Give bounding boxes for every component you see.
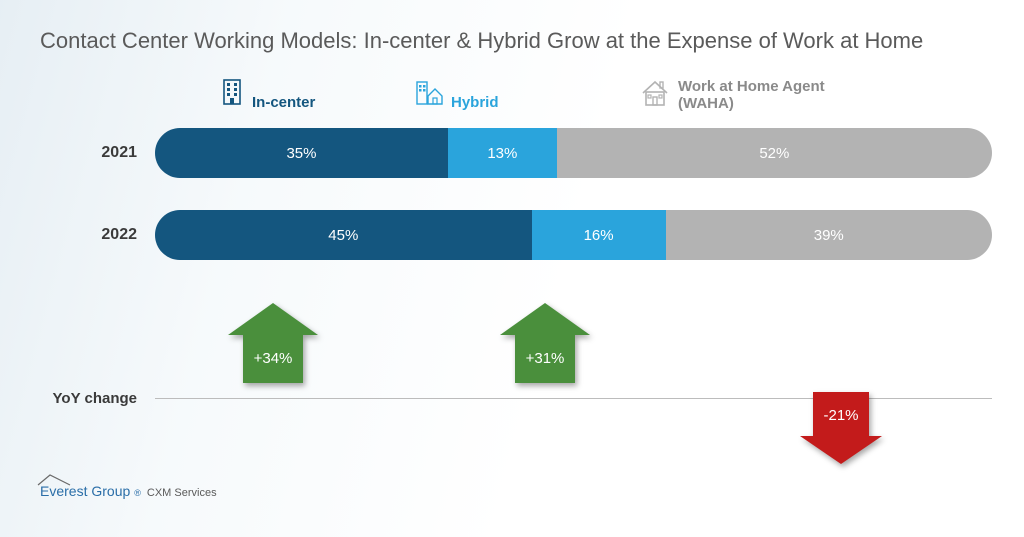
building-house-icon	[415, 78, 443, 111]
bar-segment-in-center: 35%	[155, 128, 448, 178]
year-label: 2021	[40, 144, 155, 162]
attribution: Everest Group ® CXM Services	[40, 483, 217, 499]
yoy-arrow-waha: -21%	[800, 392, 882, 464]
legend-in-center: In-center	[220, 78, 315, 111]
building-icon	[220, 78, 244, 111]
logo-roof-icon	[36, 473, 80, 492]
legend-waha: Work at Home Agent (WAHA)	[640, 78, 828, 113]
yoy-arrow-in-center: +34%	[228, 303, 318, 383]
bar-row-2021: 2021 35% 13% 52%	[40, 128, 992, 178]
house-icon	[640, 79, 670, 112]
chart-canvas: Contact Center Working Models: In-center…	[0, 0, 1024, 537]
arrow-value: -21%	[813, 392, 869, 438]
stacked-bar: 45% 16% 39%	[155, 210, 992, 260]
legend-hybrid: Hybrid	[415, 78, 499, 111]
year-label: 2022	[40, 226, 155, 244]
yoy-arrow-hybrid: +31%	[500, 303, 590, 383]
bar-segment-hybrid: 16%	[532, 210, 666, 260]
bar-row-2022: 2022 45% 16% 39%	[40, 210, 992, 260]
bar-segment-waha: 39%	[666, 210, 992, 260]
bar-segment-hybrid: 13%	[448, 128, 557, 178]
stacked-bar: 35% 13% 52%	[155, 128, 992, 178]
arrow-value: +34%	[243, 333, 303, 383]
legend-label: Work at Home Agent (WAHA)	[678, 78, 828, 113]
arrow-value: +31%	[515, 333, 575, 383]
yoy-label: YoY change	[40, 390, 155, 407]
chart-title: Contact Center Working Models: In-center…	[40, 28, 923, 54]
legend-label: In-center	[252, 94, 315, 111]
bar-segment-in-center: 45%	[155, 210, 532, 260]
registered-mark: ®	[134, 488, 141, 498]
legend-label: Hybrid	[451, 94, 499, 111]
brand-subline: CXM Services	[147, 487, 217, 499]
bar-segment-waha: 52%	[557, 128, 992, 178]
